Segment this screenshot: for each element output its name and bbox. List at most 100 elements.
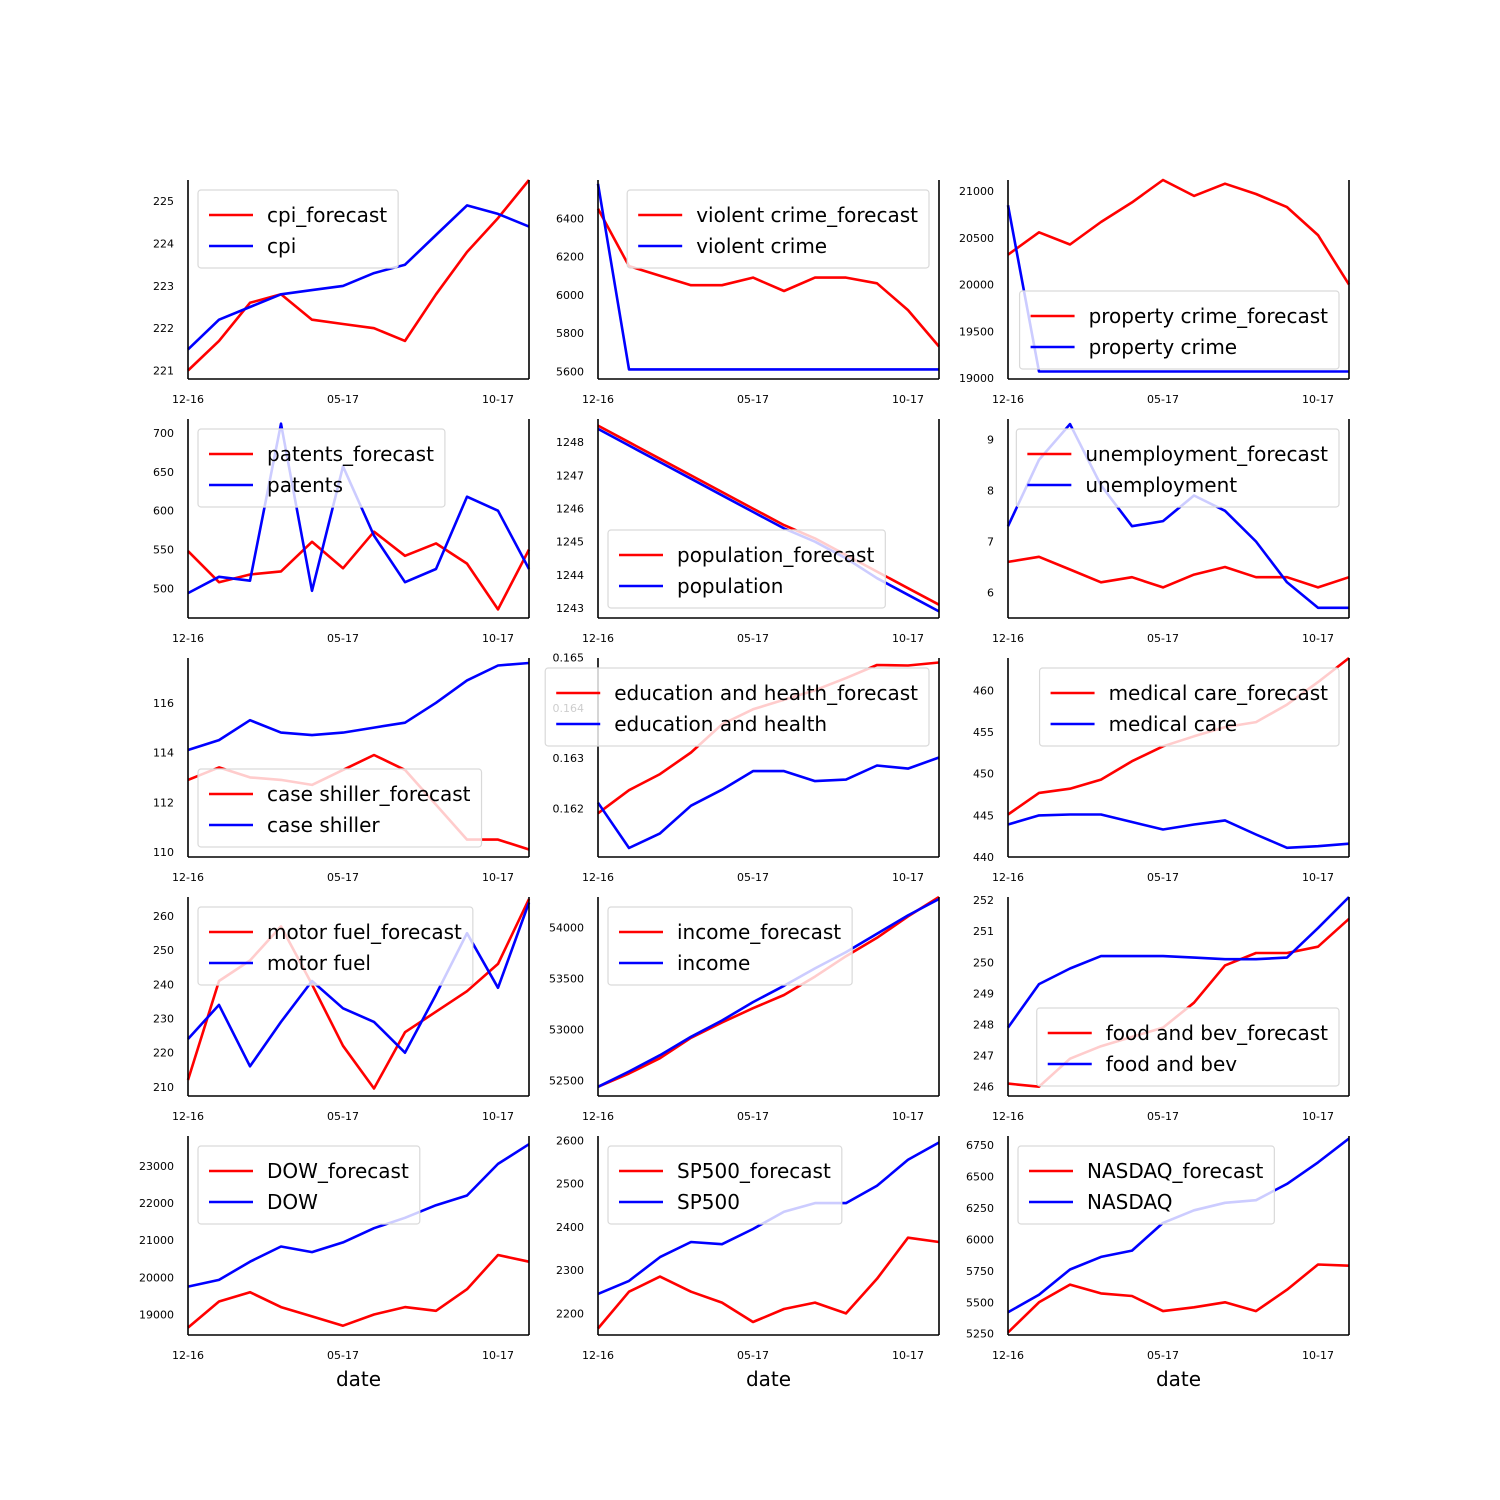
legend-box [607,906,853,986]
legend-box [1017,1145,1275,1225]
y-tick-label: 112 [153,796,174,809]
legend-label: NASDAQ_forecast [1087,1159,1263,1183]
legend: education and health_forecast education a… [544,667,930,747]
y-tick-label: 6400 [556,212,584,225]
x-tick-label: 10-17 [482,871,514,884]
x-tick-label: 12-16 [172,632,204,645]
y-tick-label: 221 [153,365,174,378]
x-tick-label: 12-16 [992,871,1024,884]
legend-label: case shiller_forecast [267,782,471,806]
y-tick-label: 2600 [556,1134,584,1147]
subplot-1: 221 222 223 224 225 12-16 05-17 10-17 cpi_foreca… [153,179,531,406]
y-tick-label: 5800 [556,327,584,340]
legend-box [197,1145,421,1225]
subplot-6: 6 7 8 9 12-16 05-17 10-17 unemployment_forecast… [987,419,1350,645]
y-tick-label: 1243 [556,602,584,615]
y-tick-label: 252 [973,894,994,907]
x-tick-label: 10-17 [1302,632,1334,645]
legend-box [197,768,483,848]
y-tick-label: 6 [987,586,994,599]
x-tick-label: 05-17 [327,1349,359,1362]
y-tick-label: 53000 [549,1024,584,1037]
subplot-2: 5600 5800 6000 6200 6400 12-16 05-17 10-17 viole… [556,180,940,406]
subplot-7: 110 112 114 116 12-16 05-17 10-17 case shiller_… [153,658,530,884]
legend-box [1038,667,1340,747]
y-tick-label: 1245 [556,536,584,549]
legend-box [1036,1007,1340,1087]
y-tick-label: 223 [153,280,174,293]
x-tick-label: 12-16 [582,871,614,884]
y-tick-label: 2500 [556,1178,584,1191]
legend: DOW_forecast DOW [197,1145,421,1225]
legend-label: NASDAQ [1087,1190,1172,1214]
legend-label: DOW [267,1190,318,1214]
x-axis-label: date [746,1367,791,1391]
series-line-forecast [1007,1263,1350,1334]
series-line-actual [596,183,939,371]
x-tick-label: 12-16 [992,632,1024,645]
legend-label: property crime_forecast [1089,304,1329,328]
x-tick-label: 05-17 [737,871,769,884]
y-tick-label: 247 [973,1050,994,1063]
legend-label: income [677,951,750,975]
subplot-9: 440 445 450 455 460 12-16 05-17 10-17 medical ca… [973,656,1350,884]
legend-box [197,906,474,986]
legend-label: motor fuel_forecast [267,920,462,944]
y-tick-label: 6500 [966,1170,994,1183]
y-tick-label: 19000 [959,372,994,385]
x-tick-label: 12-16 [992,1349,1024,1362]
x-tick-label: 05-17 [737,1349,769,1362]
legend-label: education and health_forecast [614,681,918,705]
legend: property crime_forecast property crime [1018,290,1340,370]
y-tick-label: 455 [973,726,994,739]
y-tick-label: 54000 [549,922,584,935]
y-tick-label: 550 [153,544,174,557]
y-tick-label: 600 [153,505,174,518]
y-tick-label: 2200 [556,1307,584,1320]
y-tick-label: 6000 [556,289,584,302]
legend-label: patents [267,473,343,497]
legend-box [197,189,399,269]
y-tick-label: 53500 [549,973,584,986]
x-tick-label: 10-17 [482,632,514,645]
x-tick-label: 05-17 [1147,1349,1179,1362]
y-tick-label: 2400 [556,1221,584,1234]
y-tick-label: 210 [153,1081,174,1094]
x-tick-label: 12-16 [582,632,614,645]
y-tick-label: 260 [153,910,174,923]
legend-label: violent crime [696,234,827,258]
legend-label: population_forecast [677,543,874,567]
x-tick-label: 05-17 [1147,632,1179,645]
y-tick-label: 6000 [966,1233,994,1246]
y-tick-label: 0.165 [553,651,585,664]
subplot-3: 19000 19500 20000 20500 21000 12-16 05-17 10-17… [959,178,1351,406]
y-tick-label: 1244 [556,569,584,582]
x-tick-label: 12-16 [582,1349,614,1362]
y-tick-label: 250 [973,956,994,969]
x-tick-label: 05-17 [1147,1110,1179,1123]
legend-box [626,189,930,269]
y-tick-label: 1247 [556,469,584,482]
series-line-actual [187,661,530,752]
series-line-actual [597,897,940,1088]
legend-label: DOW_forecast [267,1159,409,1183]
y-tick-label: 250 [153,944,174,957]
y-tick-label: 20000 [959,279,994,292]
legend-label: medical care_forecast [1109,681,1329,705]
legend-label: food and bev_forecast [1106,1021,1328,1045]
y-tick-label: 240 [153,978,174,991]
y-tick-label: 440 [973,851,994,864]
x-tick-label: 05-17 [327,1110,359,1123]
y-tick-label: 5600 [556,365,584,378]
x-tick-label: 05-17 [737,632,769,645]
x-tick-label: 12-16 [172,1349,204,1362]
x-tick-label: 10-17 [892,632,924,645]
subplot-10: 210 220 230 240 250 260 12-16 05-17 10-17 motor f… [153,897,531,1123]
y-tick-label: 5250 [966,1328,994,1341]
y-tick-label: 445 [973,809,994,822]
x-tick-label: 05-17 [327,632,359,645]
x-tick-label: 12-16 [172,393,204,406]
